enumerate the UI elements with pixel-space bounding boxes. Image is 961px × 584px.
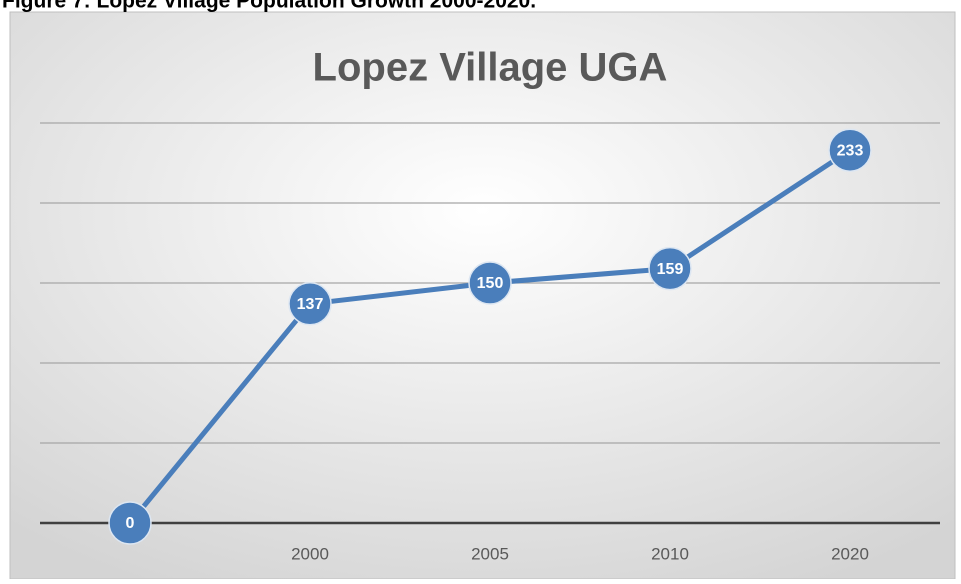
x-tick-label: 2020 <box>831 544 869 563</box>
marker <box>828 128 872 172</box>
marker <box>288 282 332 326</box>
marker <box>108 501 152 545</box>
x-tick-label: 2000 <box>291 544 329 563</box>
marker <box>468 261 512 305</box>
x-tick-label: 2005 <box>471 544 509 563</box>
data-label: 159 <box>657 261 684 278</box>
x-tick-label: 2010 <box>651 544 689 563</box>
data-label: 233 <box>837 142 864 159</box>
chart-title: Lopez Village UGA <box>313 46 668 90</box>
data-label: 0 <box>126 515 135 532</box>
data-label: 150 <box>477 275 504 292</box>
marker <box>648 246 692 291</box>
figure-caption: Figure 7: Lopez Village Population Growt… <box>2 0 536 13</box>
data-label: 137 <box>297 296 324 313</box>
